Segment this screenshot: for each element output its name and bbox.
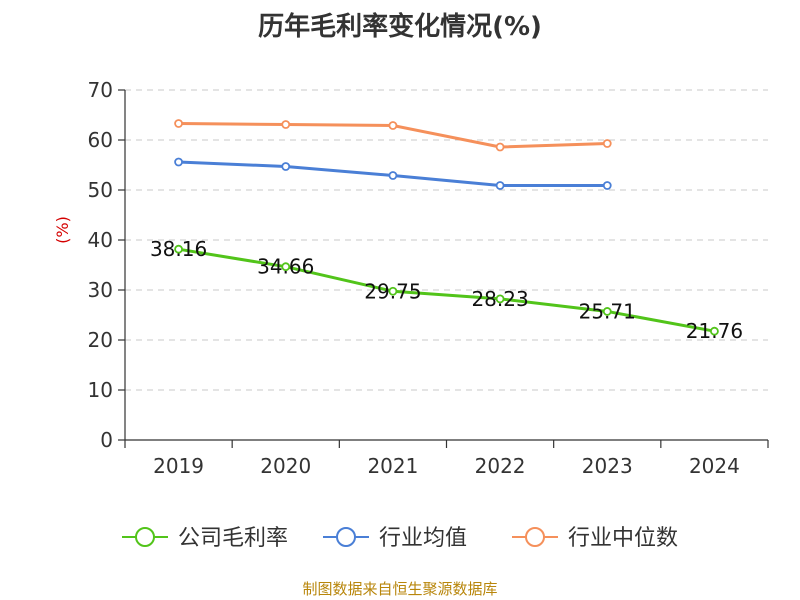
y-tick-label: 0 [100,428,113,452]
source-note: 制图数据来自恒生聚源数据库 [302,580,498,598]
series-line [178,247,715,333]
data-label: 38.16 [150,237,207,261]
legend: 公司毛利率 行业均值 行业中位数 [122,526,678,551]
x-tick-labels: 2019 2020 2021 2022 2023 2024 [153,454,740,478]
y-axis-label: (%) [53,216,72,244]
data-label: 28.23 [471,287,528,311]
data-point [710,326,719,336]
y-tick-labels: 0 10 20 30 40 50 60 70 [88,78,113,452]
x-tick-label: 2019 [153,454,204,478]
data-point [174,119,183,128]
data-point [281,262,291,272]
data-labels: 38.16 34.66 29.75 28.23 25.71 21.76 [150,237,743,343]
data-point [281,120,291,129]
data-point [495,294,505,304]
legend-swatch-marker [525,527,545,547]
data-point [388,286,398,296]
data-point [495,142,505,152]
data-point [495,181,505,190]
y-tick-label: 60 [88,128,113,152]
y-tick-label: 50 [88,178,113,202]
data-label: 29.75 [364,279,421,303]
legend-swatch-marker [135,527,155,547]
x-tick-label: 2021 [367,454,418,478]
x-tick-label: 2020 [260,454,311,478]
x-tick-label: 2023 [582,454,633,478]
legend-label: 公司毛利率 [178,526,288,551]
y-tick-label: 40 [88,228,113,252]
x-tick-label: 2024 [689,454,740,478]
legend-label: 行业均值 [379,526,467,551]
legend-label: 行业中位数 [568,526,678,551]
grid-lines [125,89,768,391]
chart-title: 历年毛利率变化情况(%) [258,12,542,42]
x-tick-label: 2022 [475,454,526,478]
data-label: 21.76 [686,319,743,343]
y-tick-label: 70 [88,78,113,102]
data-point [174,157,183,167]
data-label: 25.71 [579,299,636,323]
data-label: 34.66 [257,255,314,279]
series-group [174,119,719,336]
data-point [281,162,291,171]
data-point [388,121,398,130]
data-point [602,181,612,190]
data-point [174,244,183,254]
axes: (%) [53,89,769,448]
data-point [388,171,398,180]
y-tick-label: 30 [88,278,113,302]
y-tick-label: 10 [88,378,113,402]
y-tick-label: 20 [88,328,113,352]
data-point [602,139,612,148]
data-point [602,307,612,316]
legend-swatch-marker [336,527,356,547]
